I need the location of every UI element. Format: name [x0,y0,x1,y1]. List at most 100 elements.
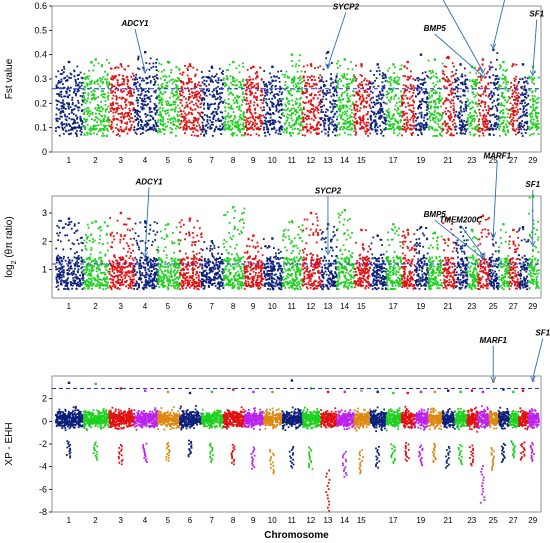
data-point [84,125,87,128]
data-point [55,119,58,122]
data-point [266,112,269,115]
data-point [221,123,224,126]
data-point [59,231,61,234]
data-point [482,132,484,134]
data-point [460,82,462,84]
data-point [265,98,268,101]
data-point [383,122,386,125]
data-point [340,95,343,97]
data-point [345,120,348,123]
data-point [218,87,221,90]
chromosome-points [157,60,181,137]
data-point [474,126,476,129]
data-point [346,92,349,95]
data-point [483,113,486,116]
data-point [172,120,174,123]
data-point [97,280,99,283]
data-point [135,99,138,102]
data-point [502,119,505,122]
data-point [301,88,303,91]
data-point [473,83,475,86]
data-point [76,263,78,266]
data-point [57,239,60,241]
data-point [428,92,430,94]
data-point [293,77,296,80]
data-point [323,117,326,120]
data-point [86,237,88,240]
data-point [76,270,79,273]
y-tick-label: 0.1 [34,123,47,133]
data-point [437,120,440,122]
data-point [110,67,113,70]
data-point [440,127,442,130]
data-point [84,78,87,81]
data-point [375,77,378,79]
data-point [267,120,270,122]
data-point [502,111,505,114]
data-point [119,281,122,284]
data-point [349,122,352,125]
data-point [129,117,132,120]
data-point [467,113,470,116]
data-point [188,81,191,83]
data-point [197,100,200,102]
data-point [250,81,253,84]
data-point [384,117,387,119]
data-point [238,81,240,83]
data-point [502,92,504,95]
data-point [208,70,211,72]
data-point [92,283,95,286]
data-point [382,134,385,137]
data-point [357,93,359,95]
data-point [67,103,69,106]
data-point [466,86,468,89]
data-point [265,89,268,92]
data-point [273,126,276,129]
data-point [69,281,72,283]
data-point [462,132,465,135]
data-point [169,117,172,120]
data-point [175,106,177,109]
data-point [489,108,492,110]
peak-point [232,60,235,64]
data-point [400,110,403,113]
data-point [511,95,513,98]
data-point [271,123,274,125]
data-point [343,74,346,77]
data-point [510,107,513,110]
data-point [208,104,211,106]
data-point [323,121,325,124]
data-point [528,89,531,92]
data-point [349,100,351,102]
data-point [232,94,234,96]
data-point [207,122,210,125]
data-point [59,115,62,118]
data-point [310,117,313,120]
data-point [480,79,483,81]
data-point [255,86,258,89]
data-point [274,121,277,124]
data-point [167,102,170,104]
data-point [429,70,431,72]
data-point [352,90,354,93]
data-point [521,78,524,81]
data-point [314,67,316,69]
data-point [536,117,538,119]
data-point [509,102,512,105]
data-point [511,118,513,121]
data-point [111,107,113,109]
data-point [68,117,71,120]
data-point [55,99,58,102]
data-point [356,122,359,125]
data-point [97,62,100,65]
data-point [326,90,329,92]
data-point [488,68,491,71]
data-point [520,132,523,135]
data-point [134,110,137,112]
data-point [91,285,94,287]
data-point [413,101,415,104]
data-point [432,135,435,137]
data-point [435,112,438,115]
data-point [307,110,309,113]
data-point [417,128,420,131]
